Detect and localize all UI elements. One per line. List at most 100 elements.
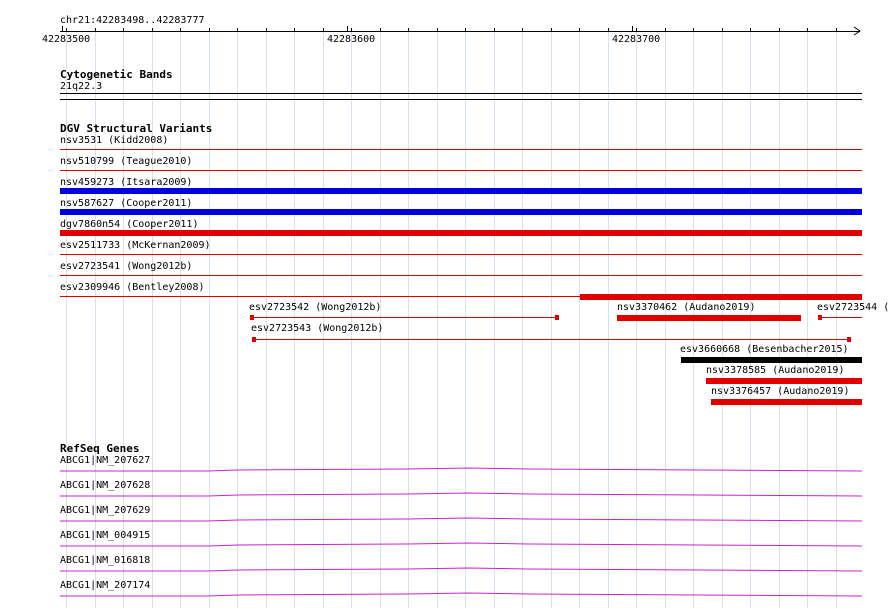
ruler-tick-label: 42283700 bbox=[612, 34, 661, 45]
ruler-minor-tick bbox=[807, 28, 808, 32]
grid-line bbox=[437, 28, 438, 608]
ruler-arrow-icon bbox=[853, 26, 861, 36]
variant-label: nsv3378585 (Audano2019) bbox=[706, 365, 845, 376]
ruler-minor-tick bbox=[180, 28, 181, 32]
grid-line bbox=[408, 28, 409, 608]
grid-line bbox=[608, 28, 609, 608]
variant-feature[interactable] bbox=[60, 296, 862, 297]
ruler-minor-tick bbox=[123, 28, 124, 32]
variant-label: nsv459273 (Itsara2009) bbox=[60, 177, 193, 188]
ruler-minor-tick bbox=[836, 28, 837, 32]
ruler-minor-tick bbox=[351, 28, 352, 32]
gene-feature[interactable] bbox=[60, 517, 863, 522]
variant-feature[interactable] bbox=[60, 230, 862, 236]
ruler-minor-tick bbox=[294, 28, 295, 32]
ruler-minor-tick bbox=[380, 28, 381, 32]
variant-label: nsv510799 (Teague2010) bbox=[60, 156, 193, 167]
ruler-minor-tick bbox=[779, 28, 780, 32]
cytoband-outline[interactable] bbox=[60, 99, 862, 100]
variant-label: nsv3376457 (Audano2019) bbox=[711, 386, 850, 397]
variant-label: nsv3531 (Kidd2008) bbox=[60, 135, 169, 146]
variant-feature[interactable] bbox=[60, 254, 862, 255]
ruler-minor-tick bbox=[522, 28, 523, 32]
variant-endcap bbox=[818, 315, 822, 320]
variant-feature[interactable] bbox=[60, 149, 862, 150]
grid-line bbox=[237, 28, 238, 608]
variant-feature[interactable] bbox=[60, 275, 862, 276]
grid-line bbox=[323, 28, 324, 608]
grid-line bbox=[180, 28, 181, 608]
ruler-major-tick bbox=[347, 26, 348, 32]
gene-label: ABCG1|NM_004915 bbox=[60, 530, 151, 541]
ruler-minor-tick bbox=[551, 28, 552, 32]
gene-feature[interactable] bbox=[60, 567, 863, 572]
gene-label: ABCG1|NM_207174 bbox=[60, 580, 151, 591]
gene-label: ABCG1|NM_016818 bbox=[60, 555, 151, 566]
ruler-minor-tick bbox=[636, 28, 637, 32]
variant-label: esv3660668 (Besenbacher2015) bbox=[680, 344, 849, 355]
ruler-minor-tick bbox=[465, 28, 466, 32]
variant-label: esv2723543 (Wong2012b) bbox=[251, 323, 384, 334]
variant-label: esv2723541 (Wong2012b) bbox=[60, 261, 193, 272]
ruler-minor-tick bbox=[579, 28, 580, 32]
cytoband-outline[interactable] bbox=[60, 93, 862, 94]
grid-line bbox=[380, 28, 381, 608]
variant-feature[interactable] bbox=[60, 188, 862, 194]
ruler-minor-tick bbox=[722, 28, 723, 32]
ruler-minor-tick bbox=[437, 28, 438, 32]
ruler-tick-label: 42283600 bbox=[327, 34, 376, 45]
grid-line bbox=[494, 28, 495, 608]
ruler-minor-tick bbox=[693, 28, 694, 32]
refseq-track-title: RefSeq Genes bbox=[60, 442, 140, 455]
grid-line bbox=[522, 28, 523, 608]
ruler-minor-tick bbox=[608, 28, 609, 32]
gene-feature[interactable] bbox=[60, 542, 863, 547]
grid-line bbox=[294, 28, 295, 608]
ruler-tick-label: 42283500 bbox=[42, 34, 91, 45]
grid-line bbox=[551, 28, 552, 608]
ruler-major-tick bbox=[632, 26, 633, 32]
cytoband-track-title: Cytogenetic Bands bbox=[60, 68, 173, 81]
grid-line bbox=[152, 28, 153, 608]
gene-label: ABCG1|NM_207629 bbox=[60, 505, 151, 516]
variant-feature[interactable] bbox=[60, 170, 862, 171]
variant-label: esv2723542 (Wong2012b) bbox=[249, 302, 382, 313]
variant-feature[interactable] bbox=[60, 209, 862, 215]
variant-endcap bbox=[555, 315, 559, 320]
ruler-minor-tick bbox=[494, 28, 495, 32]
gene-feature[interactable] bbox=[60, 467, 863, 472]
ruler-major-tick bbox=[62, 26, 63, 32]
variant-endcap bbox=[250, 315, 254, 320]
ruler-minor-tick bbox=[237, 28, 238, 32]
grid-line bbox=[807, 28, 808, 608]
grid-line bbox=[579, 28, 580, 608]
ruler-minor-tick bbox=[95, 28, 96, 32]
variant-feature[interactable] bbox=[681, 357, 862, 363]
ruler-minor-tick bbox=[152, 28, 153, 32]
variant-feature[interactable] bbox=[250, 317, 556, 318]
variant-feature[interactable] bbox=[706, 378, 862, 384]
ruler-minor-tick bbox=[323, 28, 324, 32]
gene-feature[interactable] bbox=[60, 592, 863, 597]
variant-feature[interactable] bbox=[580, 294, 862, 300]
location-label: chr21:42283498..42283777 bbox=[60, 15, 205, 26]
ruler-minor-tick bbox=[408, 28, 409, 32]
grid-line bbox=[465, 28, 466, 608]
variant-label: nsv3370462 (Audano2019) bbox=[617, 302, 756, 313]
variant-endcap bbox=[252, 337, 256, 342]
variant-feature[interactable] bbox=[818, 317, 862, 318]
variant-feature[interactable] bbox=[617, 315, 801, 321]
variant-label: esv2309946 (Bentley2008) bbox=[60, 282, 205, 293]
grid-line bbox=[351, 28, 352, 608]
variant-label: esv2511733 (McKernan2009) bbox=[60, 240, 211, 251]
grid-line bbox=[836, 28, 837, 608]
dgv-track-title: DGV Structural Variants bbox=[60, 122, 213, 135]
variant-feature[interactable] bbox=[711, 399, 862, 405]
variant-feature[interactable] bbox=[252, 339, 849, 340]
ruler-minor-tick bbox=[209, 28, 210, 32]
gene-feature[interactable] bbox=[60, 492, 863, 497]
grid-line bbox=[209, 28, 210, 608]
ruler-minor-tick bbox=[266, 28, 267, 32]
